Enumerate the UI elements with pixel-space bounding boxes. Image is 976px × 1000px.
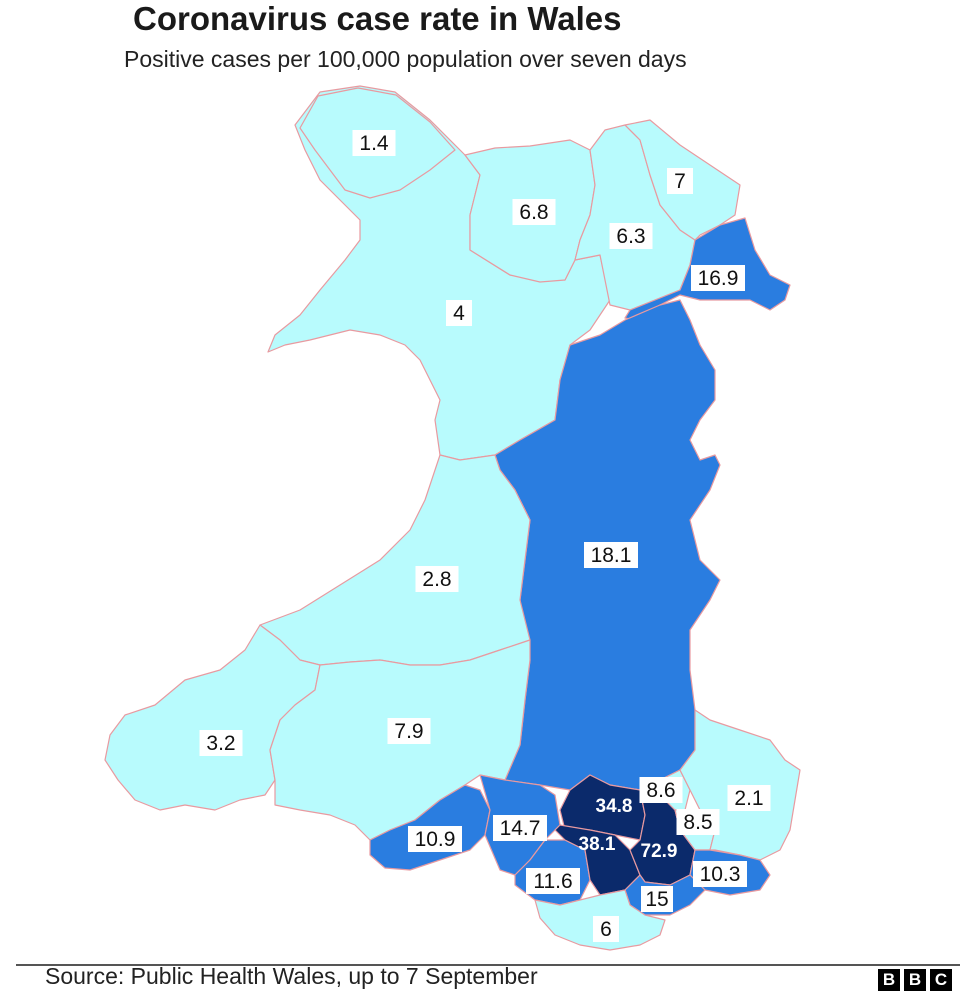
value-label-bridgend: 11.6 — [533, 870, 572, 893]
value-label-box — [446, 300, 472, 326]
map-subtitle: Positive cases per 100,000 population ov… — [124, 46, 687, 72]
value-label-box — [387, 718, 431, 744]
value-label-box — [512, 199, 556, 225]
value-label-newport: 10.3 — [700, 863, 741, 886]
value-label-blaenau-gwent: 8.6 — [646, 779, 675, 802]
value-label-box — [584, 542, 638, 568]
bbc-logo-letter: C — [930, 969, 952, 991]
value-label-conwy: 6.8 — [519, 201, 548, 224]
value-label-rhondda-cynon-taf: 38.1 — [579, 834, 616, 855]
value-label-caerphilly: 72.9 — [641, 841, 678, 862]
bbc-logo: B B C — [878, 969, 952, 991]
footer-divider — [16, 964, 960, 966]
value-label-box — [408, 826, 462, 852]
value-label-box — [676, 809, 720, 835]
value-label-torfaen: 8.5 — [683, 811, 712, 834]
value-label-box — [526, 868, 580, 894]
value-label-box — [691, 265, 745, 291]
value-label-monmouthshire: 2.1 — [734, 787, 763, 810]
value-label-box — [641, 886, 673, 912]
value-label-flintshire: 7 — [674, 170, 686, 193]
map-title: Coronavirus case rate in Wales — [133, 0, 622, 37]
value-label-box — [415, 566, 459, 592]
value-label-wrexham: 16.9 — [698, 267, 739, 290]
value-label-box — [593, 916, 619, 942]
value-label-box — [667, 168, 693, 194]
value-label-neath-port-talbot: 14.7 — [500, 817, 541, 840]
value-label-box — [727, 785, 771, 811]
value-label-box — [199, 730, 243, 756]
region-ceredigion[interactable] — [259, 454, 531, 666]
bbc-logo-letter: B — [904, 969, 926, 991]
value-label-carmarthenshire: 7.9 — [394, 720, 423, 743]
value-label-vale-of-glamorgan: 6 — [600, 918, 612, 941]
bbc-logo-letter: B — [878, 969, 900, 991]
value-label-box — [639, 777, 683, 803]
value-label-denbighshire: 6.3 — [616, 225, 645, 248]
value-label-ceredigion: 2.8 — [422, 568, 451, 591]
value-label-box — [693, 861, 747, 887]
wales-map: 1.4 6.8 6.3 7 16.9 4 18.1 2.8 3.2 7.9 10.9 14.7 11.6… — [104, 85, 801, 951]
value-label-box — [609, 223, 653, 249]
value-label-pembrokeshire: 3.2 — [206, 732, 235, 755]
value-label-box — [352, 130, 396, 156]
value-label-anglesey: 1.4 — [359, 132, 389, 155]
value-label-cardiff: 15 — [645, 888, 668, 911]
value-label-gwynedd: 4 — [453, 302, 465, 325]
source-note: Source: Public Health Wales, up to 7 Sep… — [45, 963, 538, 989]
value-label-powys: 18.1 — [591, 544, 632, 567]
value-label-merthyr-tydfil: 34.8 — [596, 796, 633, 817]
value-label-box — [493, 815, 547, 841]
value-label-swansea: 10.9 — [415, 828, 456, 851]
